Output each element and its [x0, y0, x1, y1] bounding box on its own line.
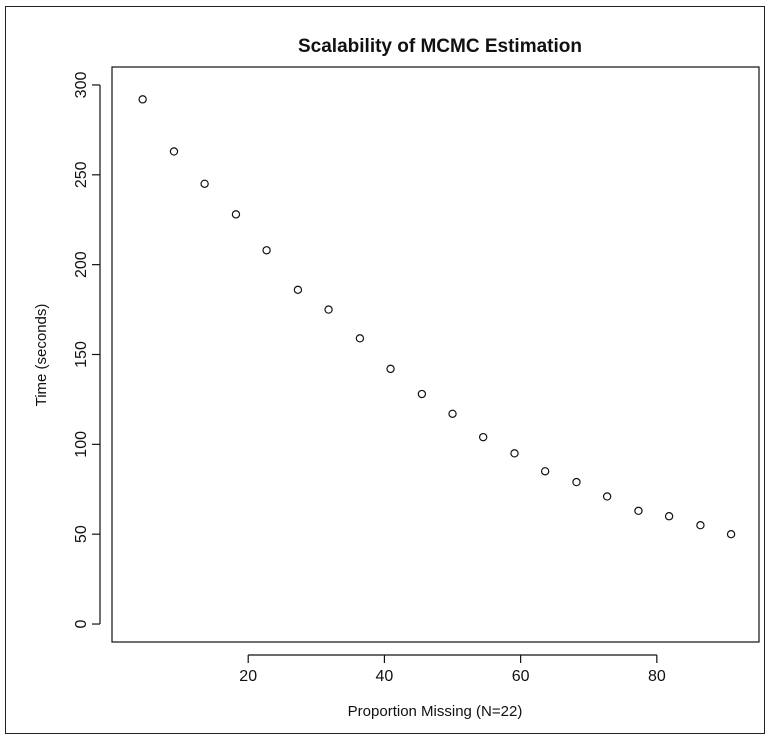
- y-tick-label: 50: [73, 525, 90, 543]
- data-point: [138, 95, 147, 104]
- y-tick-label: 250: [73, 161, 90, 188]
- data-points: [138, 95, 736, 539]
- data-point: [696, 521, 705, 530]
- chart-title: Scalability of MCMC Estimation: [298, 36, 582, 57]
- x-tick-label: 40: [376, 668, 394, 685]
- data-point: [726, 529, 736, 539]
- data-point: [478, 432, 488, 442]
- data-point: [417, 389, 427, 399]
- data-point: [262, 246, 271, 255]
- y-tick-label: 300: [73, 72, 90, 99]
- data-point: [602, 492, 612, 501]
- data-point: [293, 285, 303, 295]
- figure-frame: [5, 6, 765, 734]
- data-point: [169, 147, 179, 156]
- data-point: [664, 512, 674, 521]
- data-point: [572, 477, 581, 487]
- y-tick-label: 100: [73, 431, 90, 458]
- x-axis-label: Proportion Missing (N=22): [348, 703, 523, 720]
- data-point: [355, 334, 365, 343]
- y-tick-label: 0: [73, 619, 90, 628]
- y-axis: 0 50 100 150 200 250 300: [73, 72, 101, 628]
- data-point: [231, 210, 241, 219]
- data-point: [324, 305, 333, 314]
- data-point: [540, 467, 550, 476]
- plot-box: [111, 66, 760, 643]
- data-point: [510, 449, 519, 458]
- x-tick-label: 80: [648, 668, 666, 685]
- y-tick-label: 150: [73, 341, 90, 368]
- y-axis-label: Time (seconds): [33, 304, 50, 407]
- data-point: [448, 409, 457, 418]
- y-tick-label: 200: [73, 251, 90, 278]
- data-point: [634, 506, 643, 516]
- x-tick-label: 20: [239, 668, 257, 685]
- data-point: [386, 364, 395, 374]
- x-axis: 20 40 60 80: [239, 654, 666, 685]
- x-tick-label: 60: [512, 668, 530, 685]
- data-point: [200, 179, 209, 188]
